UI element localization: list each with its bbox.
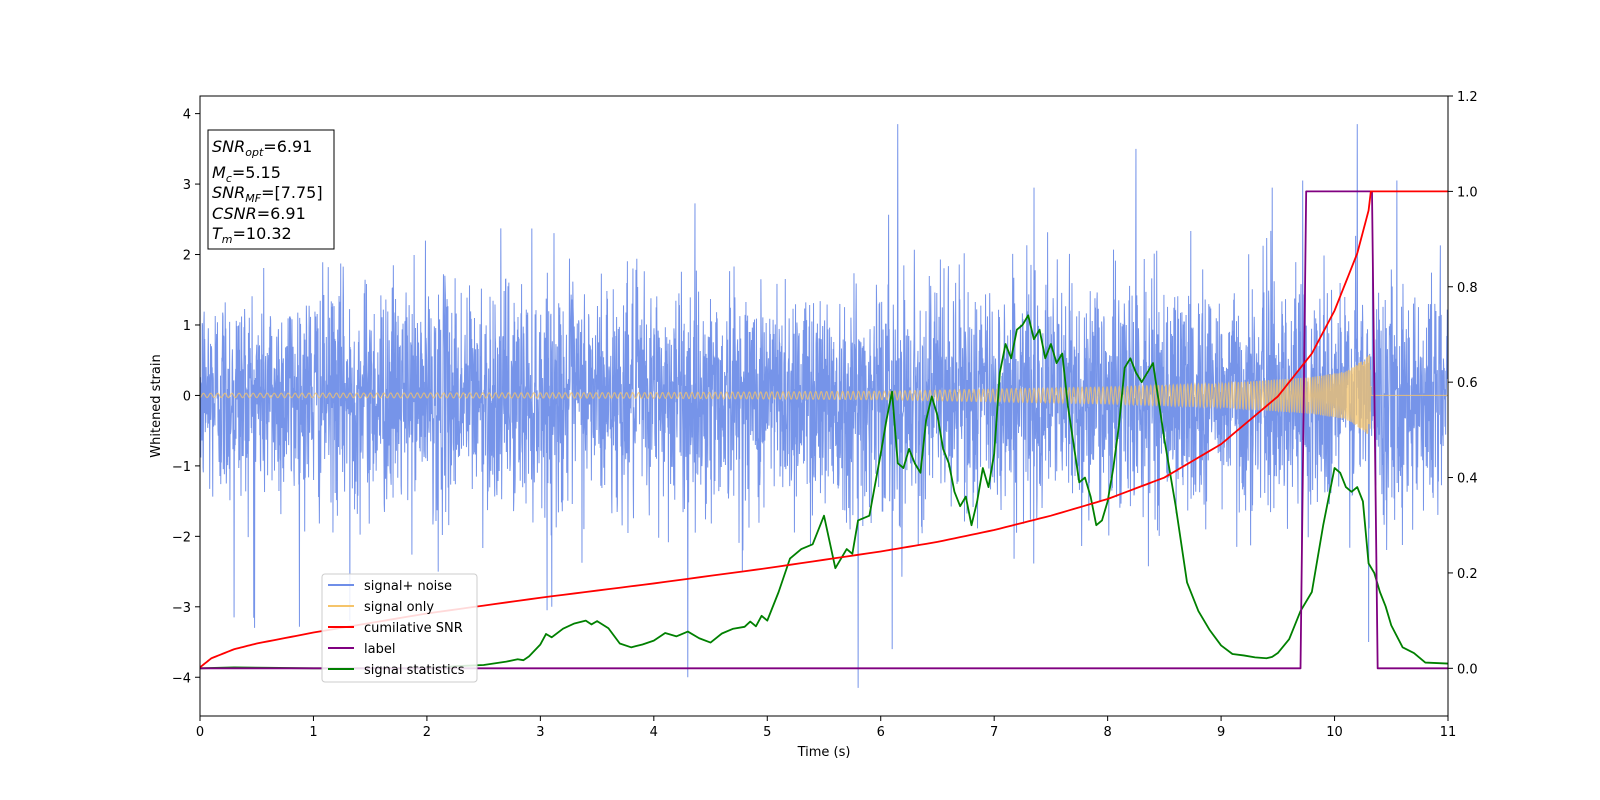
y-tick-label: −4 <box>172 671 191 686</box>
legend-item-signal-noise: signal+ noise <box>328 579 452 594</box>
signal-statistics-line <box>200 314 1448 670</box>
cumilative-snr-line <box>200 190 1448 669</box>
x-tick-label: 11 <box>1440 725 1457 740</box>
x-axis-label: Time (s) <box>797 745 851 760</box>
x-tick-label: 4 <box>650 725 658 740</box>
y2-tick-label: 0.8 <box>1457 281 1478 296</box>
legend-label-signal-only: signal only <box>364 600 434 615</box>
signal-noise-line <box>200 124 1448 688</box>
x-tick-label: 7 <box>990 725 998 740</box>
signal-only-series <box>200 355 1448 434</box>
cumilative-snr-series <box>200 190 1448 669</box>
y-tick-label: 1 <box>183 319 191 334</box>
annotation-tm: Tm=10.32 <box>212 224 292 246</box>
legend-item-signal-statistics: signal statistics <box>328 663 465 678</box>
legend-item-cumilative-snr: cumilative SNR <box>328 621 463 636</box>
signal-only-line <box>200 355 1448 434</box>
y-tick-label: 0 <box>183 389 191 404</box>
legend-label-label: label <box>364 642 395 657</box>
x-tick-label: 0 <box>196 725 204 740</box>
annotation-mc: Mc=5.15 <box>212 163 281 185</box>
label-line <box>200 190 1448 670</box>
label-series <box>200 190 1448 670</box>
legend-item-label: label <box>328 642 395 657</box>
x-tick-label: 3 <box>536 725 544 740</box>
y-tick-label: 3 <box>183 178 191 193</box>
y-tick-label: −1 <box>172 460 191 475</box>
x-tick-label: 10 <box>1326 725 1343 740</box>
legend-item-signal-only: signal only <box>328 600 434 615</box>
legend: signal+ noise signal only cumilative SNR… <box>321 573 478 683</box>
y-axis-label: Whitened strain <box>149 354 164 457</box>
x-tick-label: 9 <box>1217 725 1225 740</box>
plot-frame <box>199 95 1449 717</box>
y-axis-left: −4 −3 −2 −1 0 1 2 3 4 <box>172 108 200 686</box>
signal-statistics-series <box>200 314 1448 670</box>
signal-noise-series <box>200 124 1448 688</box>
annotation-csnr: CSNR=6.91 <box>212 204 306 223</box>
annotation-snr-opt: SNRopt=6.91 <box>212 137 312 159</box>
legend-label-signal-statistics: signal statistics <box>364 663 465 678</box>
plot-area <box>200 124 1448 688</box>
x-axis: 0 1 2 3 4 5 6 7 8 9 10 11 <box>196 716 1456 740</box>
annotation-snr-mf: SNRMF=[7.75] <box>212 183 323 205</box>
y2-tick-label: 0.4 <box>1457 472 1478 487</box>
x-tick-label: 1 <box>309 725 317 740</box>
legend-label-signal-noise: signal+ noise <box>364 579 452 594</box>
x-tick-label: 2 <box>423 725 431 740</box>
y-tick-label: −3 <box>172 601 191 616</box>
y-axis-right: 0.0 0.2 0.4 0.6 0.8 1.0 1.2 <box>1448 90 1478 677</box>
annotation-box: SNRopt=6.91 Mc=5.15 SNRMF=[7.75] CSNR=6.… <box>207 129 335 250</box>
y2-tick-label: 0.0 <box>1457 662 1478 677</box>
y-tick-label: 4 <box>183 108 191 123</box>
legend-label-cumilative-snr: cumilative SNR <box>364 621 463 636</box>
x-tick-label: 5 <box>763 725 771 740</box>
y2-tick-label: 0.2 <box>1457 567 1478 582</box>
y-tick-label: 2 <box>183 249 191 264</box>
x-tick-label: 8 <box>1103 725 1111 740</box>
y-tick-label: −2 <box>172 530 191 545</box>
y2-tick-label: 1.0 <box>1457 185 1478 200</box>
y2-tick-label: 1.2 <box>1457 90 1478 105</box>
legend-frame <box>321 573 478 683</box>
x-tick-label: 6 <box>877 725 885 740</box>
annotation-frame <box>207 129 335 250</box>
y2-tick-label: 0.6 <box>1457 376 1478 391</box>
